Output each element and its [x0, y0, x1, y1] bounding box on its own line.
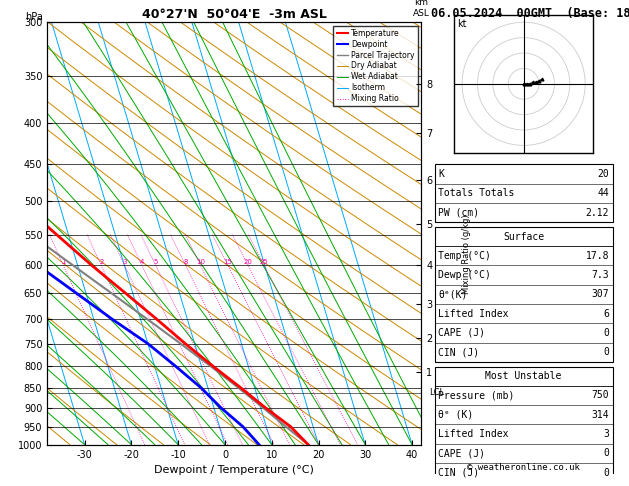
Legend: Temperature, Dewpoint, Parcel Trajectory, Dry Adiabat, Wet Adiabat, Isotherm, Mi: Temperature, Dewpoint, Parcel Trajectory…	[333, 26, 418, 106]
Text: Surface: Surface	[503, 231, 544, 242]
Text: CIN (J): CIN (J)	[438, 347, 479, 357]
Text: hPa: hPa	[25, 12, 43, 22]
Text: 3: 3	[123, 260, 127, 265]
Text: 0: 0	[603, 347, 609, 357]
Text: K: K	[438, 169, 444, 179]
Text: Dewp (°C): Dewp (°C)	[438, 270, 491, 280]
Text: 17.8: 17.8	[586, 251, 609, 261]
Text: 0: 0	[603, 468, 609, 478]
Text: km
ASL: km ASL	[413, 0, 430, 17]
Text: LCL: LCL	[429, 388, 444, 397]
Text: Lifted Index: Lifted Index	[438, 309, 509, 319]
Text: 2.12: 2.12	[586, 208, 609, 218]
Text: θᵉ(K): θᵉ(K)	[438, 289, 468, 299]
X-axis label: Dewpoint / Temperature (°C): Dewpoint / Temperature (°C)	[154, 465, 314, 475]
Text: PW (cm): PW (cm)	[438, 208, 479, 218]
Text: 2: 2	[99, 260, 103, 265]
Text: Totals Totals: Totals Totals	[438, 188, 515, 198]
Text: CAPE (J): CAPE (J)	[438, 448, 486, 458]
Title: 40°27'N  50°04'E  -3m ASL: 40°27'N 50°04'E -3m ASL	[142, 8, 326, 21]
Text: 10: 10	[196, 260, 205, 265]
Text: Pressure (mb): Pressure (mb)	[438, 390, 515, 400]
Text: 25: 25	[260, 260, 269, 265]
Text: Most Unstable: Most Unstable	[486, 371, 562, 381]
Text: 750: 750	[591, 390, 609, 400]
Text: 3: 3	[603, 429, 609, 439]
Text: Temp (°C): Temp (°C)	[438, 251, 491, 261]
Text: 307: 307	[591, 289, 609, 299]
Text: θᵉ (K): θᵉ (K)	[438, 410, 474, 420]
Text: 06.05.2024  00GMT  (Base: 18): 06.05.2024 00GMT (Base: 18)	[431, 7, 629, 20]
Text: Lifted Index: Lifted Index	[438, 429, 509, 439]
Text: Mixing Ratio (g/kg): Mixing Ratio (g/kg)	[462, 215, 471, 294]
Text: 15: 15	[223, 260, 232, 265]
Text: 7.3: 7.3	[591, 270, 609, 280]
Text: 5: 5	[153, 260, 158, 265]
Text: 44: 44	[598, 188, 609, 198]
Text: © weatheronline.co.uk: © weatheronline.co.uk	[467, 463, 580, 472]
Text: 0: 0	[603, 328, 609, 338]
Text: 4: 4	[140, 260, 144, 265]
Text: kt: kt	[457, 19, 467, 29]
Text: 8: 8	[183, 260, 188, 265]
Text: 6: 6	[603, 309, 609, 319]
Text: 20: 20	[598, 169, 609, 179]
Text: 20: 20	[243, 260, 253, 265]
Text: CIN (J): CIN (J)	[438, 468, 479, 478]
Text: CAPE (J): CAPE (J)	[438, 328, 486, 338]
Text: 314: 314	[591, 410, 609, 420]
Text: 0: 0	[603, 448, 609, 458]
Text: 1: 1	[61, 260, 65, 265]
